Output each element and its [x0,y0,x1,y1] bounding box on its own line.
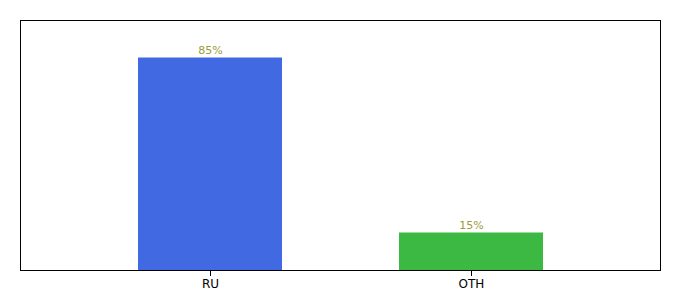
svg-text:RU: RU [202,277,219,291]
svg-text:15%: 15% [459,219,483,232]
svg-text:85%: 85% [198,44,222,57]
svg-text:OTH: OTH [459,277,485,291]
